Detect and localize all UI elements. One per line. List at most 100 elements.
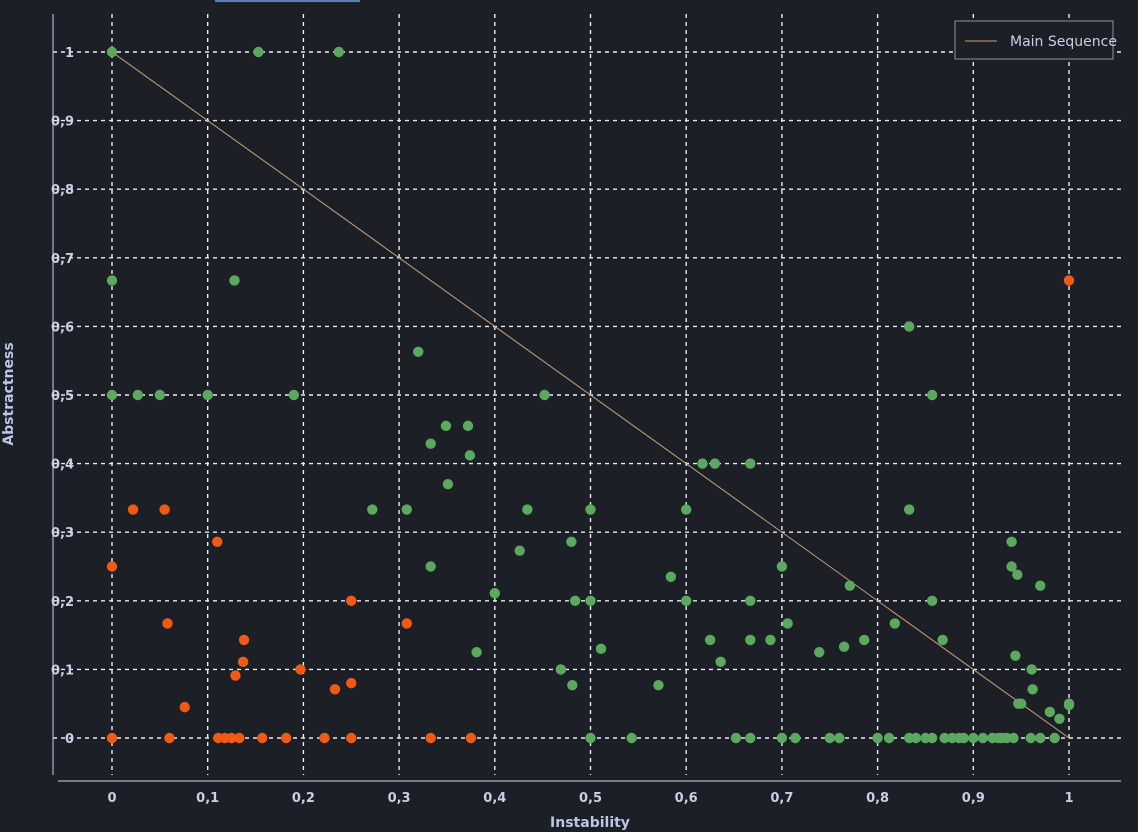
orange-data-point bbox=[257, 732, 268, 744]
y-tick-label: 0,5 bbox=[51, 389, 74, 404]
green-data-point bbox=[910, 732, 922, 744]
top-scrollbar-hint bbox=[215, 0, 360, 2]
green-data-point bbox=[968, 732, 979, 744]
orange-data-point bbox=[346, 595, 357, 606]
green-data-point bbox=[1006, 536, 1017, 548]
x-axis-title: Instability bbox=[550, 815, 630, 831]
green-data-point bbox=[926, 732, 938, 744]
green-data-point bbox=[681, 595, 692, 606]
y-tick-label: 0,1 bbox=[51, 663, 74, 678]
green-data-point bbox=[939, 732, 950, 744]
green-data-point bbox=[288, 389, 300, 401]
green-data-point bbox=[471, 647, 482, 658]
green-data-point bbox=[697, 458, 708, 469]
x-tick-label: 0,7 bbox=[770, 791, 793, 806]
x-tick-label: 0,2 bbox=[292, 791, 315, 806]
orange-data-point bbox=[1063, 275, 1075, 286]
orange-data-point bbox=[164, 732, 175, 744]
green-data-point bbox=[106, 389, 118, 401]
green-data-point bbox=[653, 679, 664, 691]
green-data-point bbox=[464, 450, 476, 461]
green-data-point bbox=[253, 46, 264, 58]
green-data-point bbox=[514, 545, 525, 556]
green-data-point bbox=[844, 580, 856, 591]
green-data-point bbox=[745, 595, 756, 606]
green-data-point bbox=[977, 732, 989, 744]
orange-data-point bbox=[106, 561, 118, 572]
green-data-point bbox=[442, 478, 454, 490]
orange-data-point bbox=[106, 732, 118, 744]
orange-data-point bbox=[346, 732, 357, 744]
green-data-point bbox=[937, 634, 948, 646]
orange-data-point bbox=[127, 504, 139, 515]
green-data-point bbox=[765, 634, 776, 646]
x-tick-label: 0,5 bbox=[579, 791, 602, 806]
green-data-point bbox=[585, 595, 596, 606]
green-data-point bbox=[903, 504, 915, 515]
green-data-point bbox=[709, 458, 721, 469]
x-tick-label: 0,8 bbox=[866, 791, 889, 806]
green-data-point bbox=[782, 618, 793, 629]
green-data-point bbox=[745, 634, 756, 646]
orange-data-point bbox=[230, 670, 241, 681]
y-tick-label: 0,9 bbox=[51, 115, 74, 130]
green-data-point bbox=[569, 595, 581, 606]
green-data-point bbox=[106, 46, 118, 58]
y-tick-labels: 0 0,1 0,2 0,3 0,4 0,5 0,6 0,7 0,8 0,9 1 bbox=[51, 46, 74, 747]
green-data-point bbox=[333, 46, 345, 58]
x-tick-label: 0,9 bbox=[962, 791, 985, 806]
y-tick-label: 0,2 bbox=[51, 595, 74, 610]
x-tick-label: 0,6 bbox=[675, 791, 698, 806]
orange-data-point bbox=[237, 656, 249, 668]
orange-data-point bbox=[346, 677, 357, 689]
legend: Main Sequence bbox=[954, 20, 1117, 60]
green-data-point bbox=[585, 504, 596, 515]
orange-data-point bbox=[295, 664, 306, 675]
y-tick-label: 0,3 bbox=[51, 526, 74, 541]
green-data-point bbox=[154, 389, 166, 401]
green-data-point bbox=[522, 504, 533, 515]
green-data-point bbox=[883, 732, 895, 744]
y-tick-label: 0,8 bbox=[51, 183, 74, 198]
green-data-point bbox=[566, 536, 577, 548]
green-data-point bbox=[872, 732, 883, 744]
green-data-point bbox=[229, 275, 240, 286]
green-data-point bbox=[1027, 684, 1038, 695]
green-data-point bbox=[958, 732, 969, 744]
y-tick-label: 0 bbox=[65, 732, 74, 747]
green-data-point bbox=[824, 732, 835, 744]
green-data-point bbox=[776, 732, 788, 744]
x-tick-label: 0 bbox=[107, 791, 116, 806]
orange-data-point bbox=[159, 504, 170, 515]
green-data-point bbox=[585, 732, 596, 744]
y-tick-label: 1 bbox=[65, 46, 74, 61]
orange-data-point bbox=[401, 618, 412, 629]
green-data-point bbox=[401, 504, 412, 515]
orange-data-point bbox=[329, 684, 341, 695]
y-axis-title: Abstractness bbox=[1, 342, 17, 445]
x-tick-label: 0,4 bbox=[483, 791, 506, 806]
green-data-point bbox=[1049, 732, 1060, 744]
green-data-point bbox=[834, 732, 845, 744]
orange-data-point bbox=[280, 732, 292, 744]
green-data-point bbox=[814, 647, 825, 658]
orange-data-point bbox=[425, 732, 436, 744]
green-data-point bbox=[595, 643, 607, 655]
green-data-point bbox=[776, 561, 788, 572]
orange-data-point bbox=[238, 634, 250, 646]
green-data-point bbox=[1010, 650, 1021, 661]
x-tick-labels: 0 0,1 0,2 0,3 0,4 0,5 0,6 0,7 0,8 0,9 1 bbox=[107, 791, 1073, 806]
green-data-point bbox=[926, 389, 938, 401]
green-data-point bbox=[1063, 698, 1075, 709]
x-tick-label: 0,3 bbox=[388, 791, 411, 806]
green-data-point bbox=[539, 389, 550, 401]
orange-data-point bbox=[226, 732, 237, 744]
green-data-point bbox=[1054, 713, 1065, 724]
green-data-point bbox=[1035, 732, 1046, 744]
green-data-point bbox=[838, 641, 850, 652]
green-data-point bbox=[1015, 698, 1027, 709]
green-data-point bbox=[745, 458, 756, 469]
green-data-point bbox=[425, 561, 436, 572]
orange-data-point bbox=[162, 618, 173, 629]
